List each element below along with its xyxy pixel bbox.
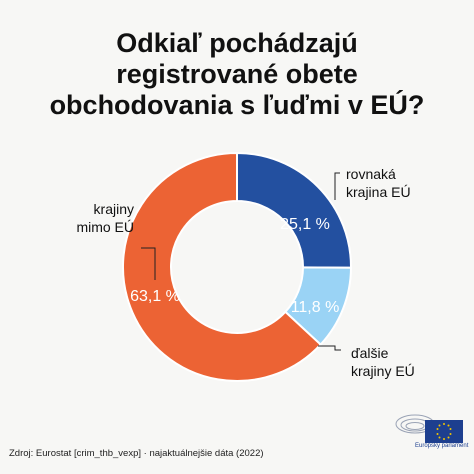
leader-line-3	[141, 247, 156, 280]
title-line-2: registrované obete	[116, 59, 358, 89]
leader-line-1	[334, 172, 340, 200]
category-label-2-line-2: krajiny EÚ	[351, 363, 415, 379]
category-label-1-line-2: krajina EÚ	[346, 184, 411, 200]
leader-line-2	[318, 345, 341, 351]
slice-1	[236, 151, 352, 269]
category-label-2-line-1: ďalšie	[351, 345, 389, 361]
slice-3	[122, 151, 323, 382]
source-note: Zdroj: Eurostat [crim_thb_vexp] · najakt…	[9, 448, 264, 459]
value-label-1: 25,1 %	[280, 216, 330, 233]
category-label-3-line-1: krajiny	[94, 201, 134, 217]
value-label-2: 11,8 %	[291, 299, 340, 316]
value-label-3: 63,1 %	[130, 288, 180, 305]
category-label-3-line-2: mimo EÚ	[76, 219, 134, 235]
chart-title: Odkiaľ pochádzajú registrované obete obc…	[0, 28, 474, 121]
european-parliament-logo	[395, 414, 463, 443]
category-label-1-line-1: rovnaká	[346, 166, 396, 182]
title-line-3: obchodovania s ľuďmi v EÚ?	[49, 90, 425, 120]
logo-text: Európsky parlament	[415, 443, 469, 449]
title-line-1: Odkiaľ pochádzajú	[116, 28, 358, 58]
